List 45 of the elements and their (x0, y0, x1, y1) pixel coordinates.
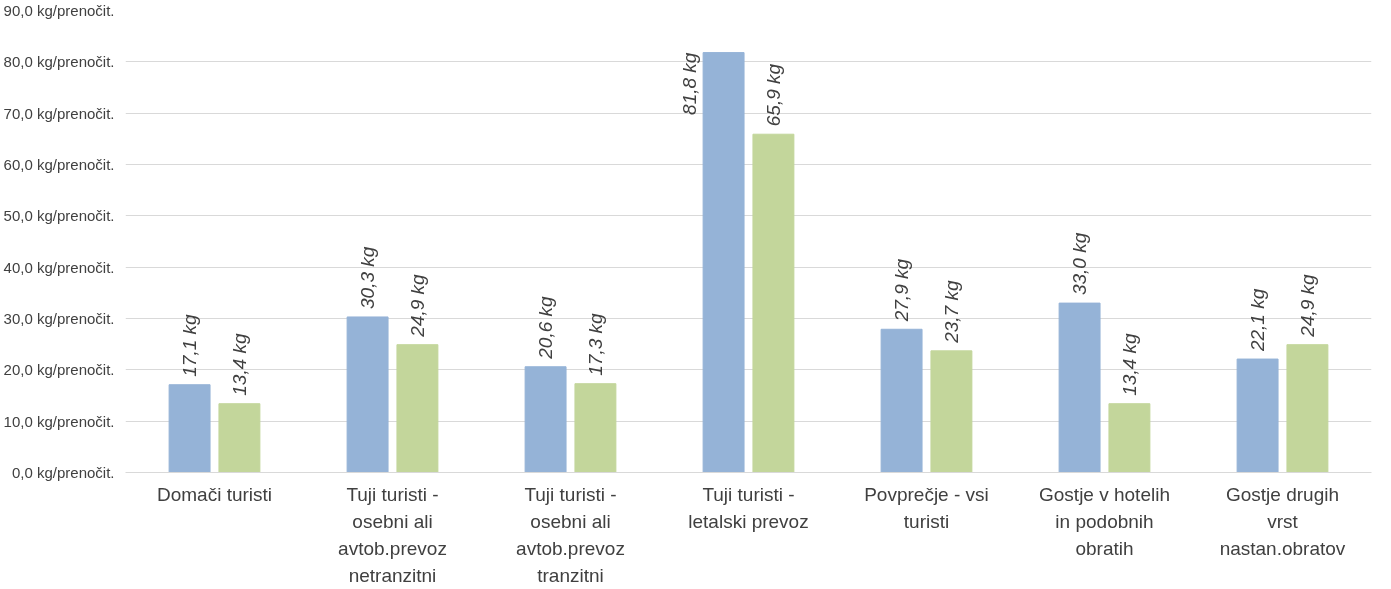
data-label: 30,3 kg (357, 246, 379, 309)
data-label: 65,9 kg (762, 63, 784, 127)
bar (1286, 344, 1329, 473)
bar (880, 328, 923, 473)
bar (1058, 302, 1101, 473)
x-tick-label: Tuji turisti - letalski prevoz (688, 483, 809, 532)
x-tick-label: Tuji turisti - osebni ali avtob.prevoz netranzitni (338, 483, 447, 587)
bar (346, 316, 389, 473)
data-label: 24,9 kg (1296, 273, 1318, 338)
bar (702, 52, 745, 473)
y-tick-label: 50,0 kg/prenočit. (3, 207, 115, 225)
data-label: 81,8 kg (678, 52, 700, 115)
x-tick-label: Povprečje - vsi turisti (864, 483, 989, 532)
bar (1108, 403, 1151, 473)
y-tick-label: 10,0 kg/prenočit. (3, 412, 115, 430)
x-tick-label: Tuji turisti - osebni ali avtob.prevoz tranzitni (516, 483, 625, 587)
data-label: 22,1 kg (1247, 288, 1269, 353)
data-label: 23,7 kg (940, 280, 962, 344)
bar (218, 403, 261, 473)
bar (168, 384, 211, 473)
data-label: 13,4 kg (1118, 332, 1140, 396)
y-tick-label: 60,0 kg/prenočit. (3, 156, 115, 173)
bar (524, 366, 567, 473)
y-tick-label: 90,0 kg/prenočit. (3, 2, 115, 19)
bar (752, 133, 795, 473)
y-tick-label: 40,0 kg/prenočit. (3, 258, 115, 276)
bar (930, 350, 973, 473)
x-tick-label: Domači turisti (156, 483, 273, 505)
y-tick-label: 80,0 kg/prenočit. (3, 53, 115, 71)
data-label: 24,9 kg (406, 273, 428, 338)
x-tick-label: Gostje drugih vrst nastan.obratov (1219, 483, 1346, 560)
data-label: 20,6 kg (535, 296, 557, 360)
y-tick-label: 70,0 kg/prenočit. (3, 104, 115, 122)
bar (1236, 358, 1279, 473)
data-label: 13,4 kg (228, 332, 250, 396)
data-label: 17,3 kg (584, 312, 606, 376)
data-label: 33,0 kg (1069, 232, 1091, 296)
y-tick-label: 20,0 kg/prenočit. (3, 361, 115, 379)
data-label: 27,9 kg (891, 258, 913, 323)
y-tick-label: 0,0 kg/prenočit. (11, 464, 115, 481)
bar (396, 344, 439, 473)
bar (574, 383, 617, 473)
x-tick-label: Gostje v hotelih in podobnih obratih (1039, 483, 1170, 560)
y-tick-label: 30,0 kg/prenočit. (3, 310, 115, 327)
data-label: 17,1 kg (179, 313, 201, 377)
